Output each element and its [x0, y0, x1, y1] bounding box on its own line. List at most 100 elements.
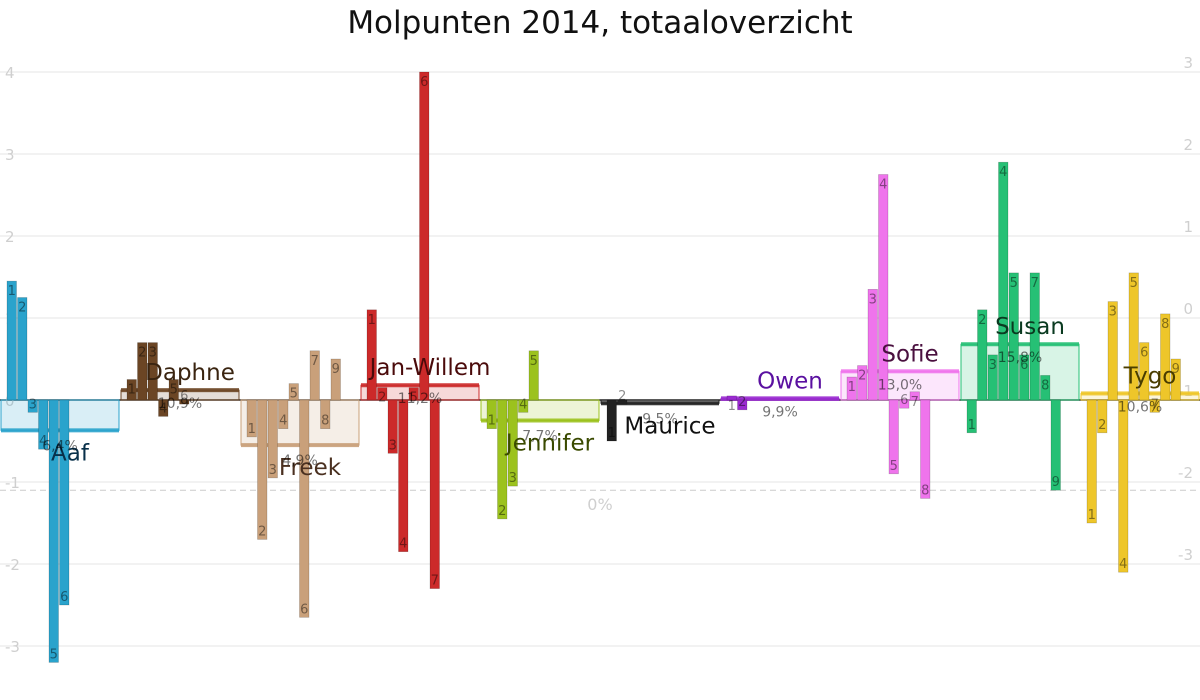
episode-label: 6 — [60, 590, 68, 605]
y-tick-left: -2 — [5, 556, 20, 574]
contestant-percent: 4,9% — [282, 453, 318, 469]
y-tick-right: 2 — [1183, 136, 1193, 154]
episode-bar — [966, 399, 977, 434]
episode-label: 6 — [420, 75, 428, 90]
episode-label: 2 — [18, 301, 26, 316]
episode-bar — [179, 399, 190, 405]
episode-bar — [977, 309, 988, 401]
episode-label: 4 — [519, 397, 527, 412]
episode-bar — [1029, 272, 1040, 401]
episode-label: 1 — [728, 399, 736, 414]
y-tick-left: 3 — [5, 146, 15, 164]
y-tick-left: 0 — [5, 392, 15, 410]
y-tick-left: -1 — [5, 474, 20, 492]
episode-bar — [528, 350, 539, 401]
summary-line — [121, 388, 239, 393]
episode-bar — [878, 174, 889, 401]
episode-bar — [1008, 272, 1019, 401]
episode-bar — [408, 387, 419, 401]
episode-bar — [419, 71, 430, 401]
episode-bar — [48, 399, 59, 663]
episode-bar — [1118, 399, 1129, 573]
episode-label: 9 — [1052, 475, 1060, 490]
episode-bar — [137, 342, 148, 401]
episode-label: 2 — [978, 313, 986, 328]
contestant-percent: 7,7% — [522, 429, 558, 445]
episode-bar — [267, 399, 278, 479]
contestant-name: Maurice — [624, 413, 715, 439]
episode-bar — [867, 288, 878, 401]
episode-bar — [1019, 354, 1030, 401]
episode-label: 2 — [258, 524, 266, 539]
summary-line — [721, 396, 839, 401]
episode-bar — [299, 399, 310, 618]
episode-label: 8 — [1161, 317, 1169, 332]
episode-bar — [617, 399, 628, 405]
episode-label: 2 — [1098, 418, 1106, 433]
episode-bar — [246, 399, 257, 438]
episode-bar — [726, 395, 737, 401]
episode-bar — [330, 358, 341, 401]
summary-line — [481, 418, 599, 423]
episode-label: 2 — [858, 369, 866, 384]
episode-label: 3 — [869, 292, 877, 307]
episode-label: 1 — [968, 418, 976, 433]
episode-label: 3 — [149, 346, 157, 361]
episode-bar — [1160, 313, 1171, 401]
contestant-name: Tygo — [1123, 363, 1177, 389]
summary-line — [841, 369, 959, 374]
episode-label: 3 — [509, 471, 517, 486]
episode-bar — [257, 399, 268, 540]
episode-label: 1 — [1088, 508, 1096, 523]
episode-bar — [899, 399, 910, 409]
chart-title: Molpunten 2014, totaaloverzicht — [347, 5, 852, 41]
episode-label: 5 — [1130, 276, 1138, 291]
episode-label: 9 — [332, 362, 340, 377]
episode-label: 1 — [848, 380, 856, 395]
episode-bar — [1107, 301, 1118, 401]
y-tick-right: 3 — [1183, 54, 1193, 72]
episode-label: 7 — [1151, 397, 1159, 412]
episode-bar — [387, 399, 398, 454]
episode-bar — [429, 399, 440, 589]
contestant-percent: 9,9% — [762, 404, 798, 420]
y-tick-right: -3 — [1178, 546, 1193, 564]
episode-label: 9 — [1172, 362, 1180, 377]
contestant-name: Sofie — [881, 341, 938, 367]
episode-label: 7 — [1031, 276, 1039, 291]
contestant-percent: 6,4% — [42, 438, 78, 454]
contestant-name: Owen — [757, 368, 823, 394]
episode-label: 4 — [399, 537, 407, 552]
episode-label: 1 — [368, 313, 376, 328]
episode-label: 5 — [50, 647, 58, 662]
episode-bar — [909, 391, 920, 401]
episode-bar — [1040, 375, 1051, 401]
y-tick-right: 1 — [1183, 218, 1193, 236]
episode-bar — [888, 399, 899, 475]
episode-bar — [1086, 399, 1097, 524]
contestant-percent: 11,2% — [398, 391, 442, 407]
y-tick-left: -3 — [5, 638, 20, 656]
episode-label: 8 — [1041, 378, 1049, 393]
contestant-percent: 15,8% — [998, 350, 1042, 366]
episode-bars — [6, 71, 1181, 663]
episode-label: 5 — [290, 387, 298, 402]
episode-label: 8 — [921, 483, 929, 498]
episode-bar — [59, 399, 70, 606]
episode-bar — [486, 399, 497, 430]
episode-label: 1 — [488, 414, 496, 429]
contestant-name: Jennifer — [504, 431, 595, 457]
episode-bar — [147, 342, 158, 401]
episode-bar — [366, 309, 377, 401]
y-tick-right: -2 — [1178, 464, 1193, 482]
episode-bar — [518, 399, 529, 413]
episode-bar — [846, 376, 857, 401]
episode-label: 2 — [498, 504, 506, 519]
y-tick-right: 0 — [1183, 300, 1193, 318]
episode-label: 3 — [29, 397, 37, 412]
episode-bar — [126, 379, 137, 401]
episode-bar — [1170, 358, 1181, 401]
contestant-name: Aaf — [51, 440, 90, 466]
episode-label: 2 — [738, 395, 746, 410]
